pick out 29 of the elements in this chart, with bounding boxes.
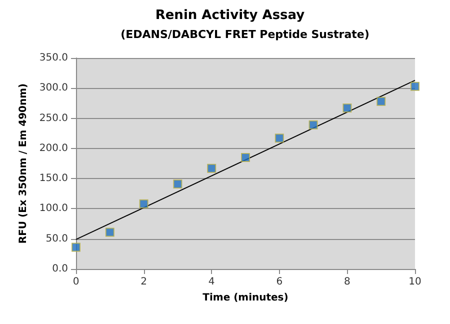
- point: [342, 104, 352, 113]
- x-tick-label: 2: [140, 276, 147, 288]
- y-tick-label: 200.0: [39, 142, 68, 154]
- point: [376, 96, 386, 106]
- point: [139, 199, 148, 208]
- point: [72, 242, 80, 252]
- point: [241, 152, 250, 162]
- chart-title: Renin Activity Assay: [155, 8, 306, 23]
- point: [274, 134, 284, 143]
- x-tick-label: 0: [72, 276, 80, 288]
- point: [410, 82, 420, 91]
- y-tick-label: 150.0: [39, 173, 68, 184]
- x-tick-label: 10: [408, 276, 422, 288]
- y-tick-label: 50.0: [46, 233, 68, 244]
- y-tick-label: 0.0: [52, 264, 68, 274]
- point: [173, 179, 182, 188]
- y-tick-label: 250.0: [39, 112, 68, 124]
- y-tick-label: 100.0: [39, 203, 68, 214]
- x-tick-label: 8: [344, 276, 350, 288]
- point: [105, 228, 114, 237]
- point: [308, 120, 318, 130]
- x-tick-label: 6: [276, 276, 283, 288]
- y-axis-title: RFU (Ex 350nm / Em 490nm): [18, 83, 29, 244]
- y-tick-label: 350.0: [39, 52, 68, 64]
- x-axis-title: Time (minutes): [202, 292, 288, 304]
- x-tick-label: 4: [208, 276, 215, 288]
- point: [207, 164, 216, 173]
- y-tick-label: 300.0: [39, 82, 68, 94]
- chart-subtitle: (EDANS/DABCYL FRET Peptide Sustrate): [120, 28, 370, 41]
